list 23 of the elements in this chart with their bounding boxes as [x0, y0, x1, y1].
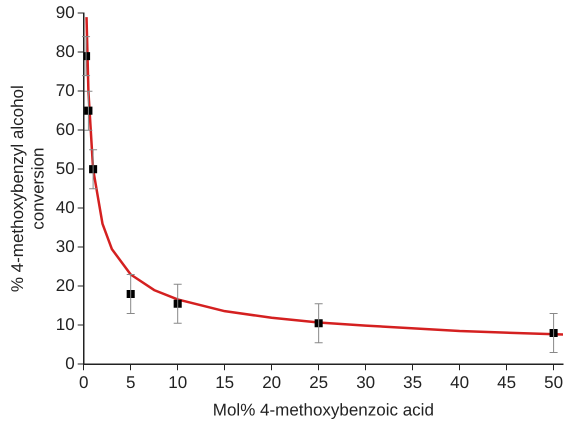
y-tick-label: 10 — [56, 314, 75, 334]
y-tick-label: 60 — [56, 120, 75, 139]
x-tick-label: 30 — [356, 373, 376, 392]
x-tick-label: 5 — [126, 373, 136, 392]
x-tick-label: 40 — [450, 373, 470, 392]
y-tick-label: 0 — [65, 354, 75, 373]
y-axis-title: % 4-methoxybenzyl alcohol conversion — [8, 85, 48, 292]
x-tick-label: 50 — [544, 373, 564, 392]
y-tick-label: 80 — [56, 42, 75, 61]
y-tick-label: 40 — [56, 198, 75, 217]
x-tick-label: 20 — [262, 373, 282, 392]
y-tick-label: 70 — [56, 80, 75, 100]
x-axis-title: Mol% 4-methoxybenzoic acid — [212, 400, 434, 420]
y-tick-label: 30 — [56, 236, 75, 256]
y-tick-label: 20 — [56, 276, 75, 295]
x-tick-label: 25 — [309, 373, 328, 392]
x-tick-label: 0 — [78, 373, 88, 392]
x-tick-label: 45 — [497, 373, 516, 392]
x-tick-label: 35 — [403, 373, 422, 392]
x-tick-label: 15 — [215, 373, 234, 392]
y-tick-label: 50 — [56, 158, 75, 178]
x-tick-label: 10 — [168, 373, 188, 392]
y-tick-label: 90 — [56, 2, 75, 22]
